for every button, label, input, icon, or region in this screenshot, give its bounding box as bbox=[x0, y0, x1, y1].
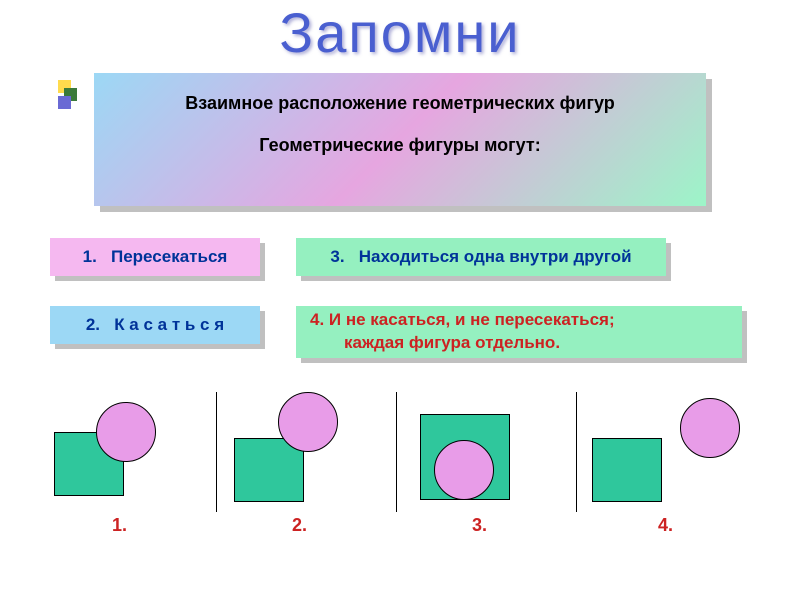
item-line1: 4. И не касаться, и не пересекаться; bbox=[310, 309, 615, 332]
example-label-1: 1. bbox=[112, 515, 127, 536]
divider bbox=[396, 392, 397, 512]
header-box: Взаимное расположение геометрических фиг… bbox=[94, 73, 706, 206]
item-line2: каждая фигура отдельно. bbox=[310, 332, 560, 355]
panel-face: 1. Пересекаться bbox=[50, 238, 260, 276]
item-panel-2: 3. Находиться одна внутри другой bbox=[296, 238, 666, 276]
example-label-3: 3. bbox=[472, 515, 487, 536]
header-face: Взаимное расположение геометрических фиг… bbox=[94, 73, 706, 206]
item-panel-3: 2. К а с а т ь с я bbox=[50, 306, 260, 344]
example-circle-3 bbox=[434, 440, 494, 500]
item-panel-4: 4. И не касаться, и не пересекаться;кажд… bbox=[296, 306, 742, 358]
page-title: Запомни bbox=[0, 0, 800, 65]
header-line2: Геометрические фигуры могут: bbox=[114, 129, 686, 161]
decor-bullets bbox=[58, 80, 72, 108]
panel-face: 2. К а с а т ь с я bbox=[50, 306, 260, 344]
example-square-4 bbox=[592, 438, 662, 502]
item-label: 3. Находиться одна внутри другой bbox=[330, 247, 631, 267]
panel-face: 3. Находиться одна внутри другой bbox=[296, 238, 666, 276]
header-line1: Взаимное расположение геометрических фиг… bbox=[114, 87, 686, 119]
divider bbox=[216, 392, 217, 512]
item-label: 2. К а с а т ь с я bbox=[86, 315, 224, 335]
decor-sq-blue bbox=[58, 96, 71, 109]
example-circle-1 bbox=[96, 402, 156, 462]
item-panel-1: 1. Пересекаться bbox=[50, 238, 260, 276]
items-row-1: 1. Пересекаться 3. Находиться одна внутри… bbox=[0, 238, 800, 286]
divider bbox=[576, 392, 577, 512]
examples-area: 1. 2. 3. 4. bbox=[0, 392, 800, 552]
example-circle-4 bbox=[680, 398, 740, 458]
item-label: 1. Пересекаться bbox=[83, 247, 228, 267]
example-label-2: 2. bbox=[292, 515, 307, 536]
example-circle-2 bbox=[278, 392, 338, 452]
items-row-2: 2. К а с а т ь с я 4. И не касаться, и не… bbox=[0, 306, 800, 364]
panel-face: 4. И не касаться, и не пересекаться;кажд… bbox=[296, 306, 742, 358]
example-label-4: 4. bbox=[658, 515, 673, 536]
